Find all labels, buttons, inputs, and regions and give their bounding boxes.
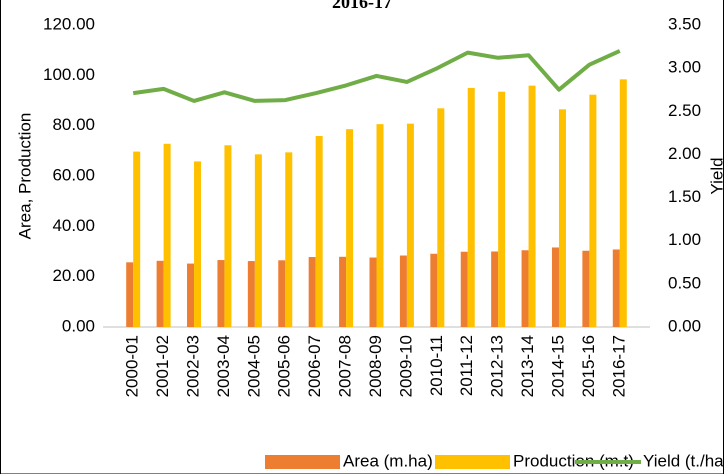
x-tick-label: 2007-08 [336,335,355,397]
bar [467,87,475,328]
bar [460,251,468,327]
bar [406,123,414,327]
y-tick-label: 40.00 [52,216,95,235]
x-tick-label: 2010-11 [427,335,446,396]
x-tick-label: 2012-13 [488,335,507,397]
bar [619,79,627,327]
bar [528,85,536,327]
bar [156,260,164,327]
bar [339,256,347,327]
bar [582,250,590,327]
y2-tick-label: 1.50 [668,187,701,206]
legend-label: Production (m.t) [513,451,634,470]
x-tick-label: 2009-10 [396,335,415,397]
bar [315,135,323,327]
y-tick-label: 120.00 [43,14,95,33]
bar [247,261,255,327]
y2-tick-label: 1.00 [668,230,701,249]
y-tick-label: 0.00 [62,316,95,335]
legend-label: Yield (t./ha) [643,451,724,470]
bar [589,94,597,327]
bar [285,152,293,327]
chart-title: 2016-17 [332,0,392,12]
x-tick-label: 2015-16 [579,335,598,397]
x-tick-label: 2004-05 [244,335,263,397]
bar [133,151,141,327]
bar [278,260,286,327]
y2-tick-label: 0.00 [668,316,701,335]
bar [163,143,171,327]
bar [430,253,438,327]
x-tick-label: 2008-09 [366,335,385,397]
y2-tick-label: 3.50 [668,14,701,33]
y-tick-label: 80.00 [52,115,95,134]
bar [217,260,225,327]
bar [498,91,506,327]
y2-tick-label: 3.00 [668,58,701,77]
x-tick-label: 2014-15 [548,335,567,397]
x-tick-label: 2003-04 [214,335,233,397]
x-tick-label: 2016-17 [609,335,628,397]
bar [612,249,620,327]
bar [399,255,407,327]
bar [437,108,445,327]
y-tick-label: 20.00 [52,266,95,285]
y2-axis-label: Yield [707,157,724,194]
bar [369,257,377,327]
bar [224,145,232,327]
x-tick-label: 2006-07 [305,335,324,397]
x-tick-label: 2005-06 [275,335,294,397]
y2-tick-label: 2.50 [668,101,701,120]
legend-swatch [265,455,340,469]
x-tick-label: 2000-01 [123,335,142,397]
legend-label: Area (m.ha) [343,451,433,470]
bar [558,109,566,327]
bar [346,129,354,327]
bar [551,247,559,327]
bar [521,250,529,327]
x-tick-label: 2001-02 [153,335,172,397]
y2-tick-label: 0.50 [668,273,701,292]
y-tick-label: 60.00 [52,165,95,184]
bar [308,257,316,327]
bar [254,154,262,327]
bar [126,262,134,327]
legend-swatch [435,455,510,469]
x-tick-label: 2011-12 [457,335,476,396]
y2-tick-label: 2.00 [668,144,701,163]
line [132,49,621,103]
bar [376,124,384,327]
bar [491,251,499,327]
bar [194,161,202,327]
x-tick-label: 2013-14 [518,335,537,397]
bar [187,263,195,327]
y-tick-label: 100.00 [43,65,95,84]
y-axis-label: Area, Production [15,113,34,240]
x-tick-label: 2002-03 [184,335,203,397]
